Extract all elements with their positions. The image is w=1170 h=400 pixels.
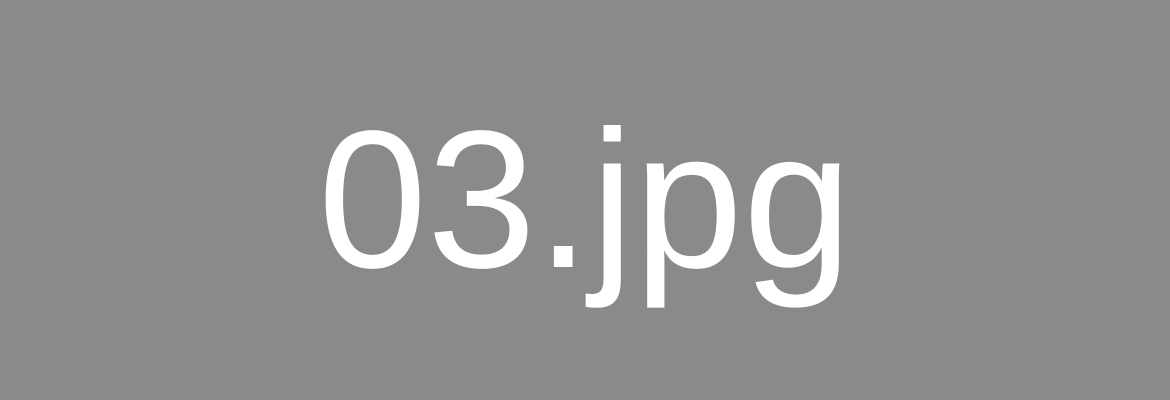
placeholder-filename-label: 03.jpg [317,90,853,309]
placeholder-image: 03.jpg [317,90,853,309]
